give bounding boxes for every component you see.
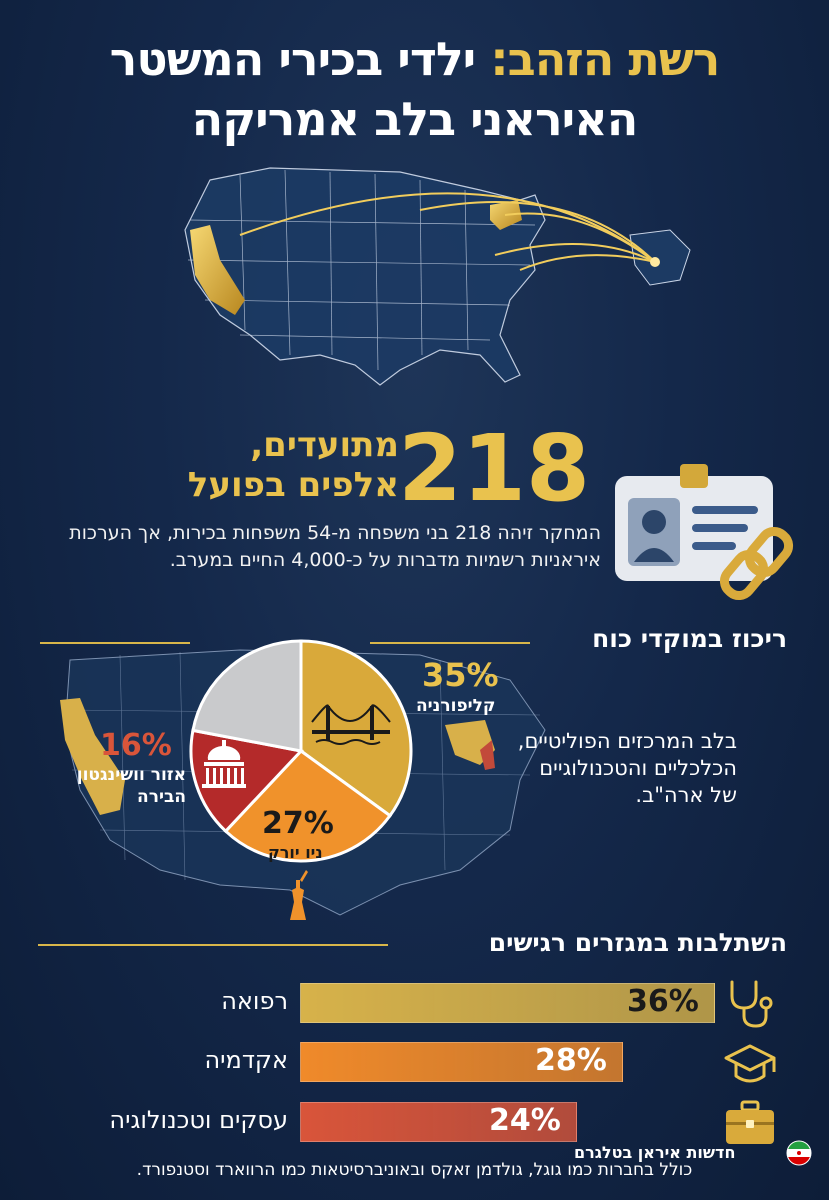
divider	[38, 944, 388, 946]
pie-slice-other	[191, 639, 303, 753]
briefcase-icon	[726, 1100, 774, 1144]
pie-value-newyork: 27%	[262, 806, 334, 841]
concentration-heading: ריכוז במוקדי כוח	[592, 624, 787, 653]
divider	[40, 642, 190, 644]
iran-flag-icon	[786, 1140, 812, 1166]
bar-value-business-tech: 24%	[489, 1103, 561, 1138]
pie-label-newyork: ניו יורק	[268, 843, 323, 862]
title-line-2: האיראני בלב אמריקה	[191, 92, 639, 146]
footer-note: כולל בחברות כמו גוגל, גולדמן זאקס ובאוני…	[136, 1160, 693, 1180]
documented-line-1: מתועדים,	[250, 425, 399, 465]
graduation-cap-icon	[724, 1044, 776, 1083]
bar-medicine	[300, 983, 715, 1023]
statue-of-liberty-icon	[290, 870, 308, 920]
pie-value-california: 35%	[422, 656, 499, 694]
bar-label-academia: אקדמיה	[204, 1046, 288, 1074]
pie-label-california: קליפורניה	[416, 696, 496, 716]
bar-business-tech	[300, 1102, 577, 1142]
id-badge-icon	[615, 464, 794, 601]
bar-value-academia: 28%	[535, 1043, 607, 1078]
title-line-1: רשת הזהב: ילדי בכירי המשטר	[0, 32, 829, 86]
bar-value-medicine: 36%	[627, 984, 699, 1019]
bar-label-business-tech: עסקים וטכנולוגיה	[109, 1106, 288, 1134]
pie-value-dc: 16%	[100, 728, 172, 763]
title-gold: רשת הזהב:	[490, 32, 720, 86]
brand-label: חדשות איראן בטלגרם	[574, 1143, 736, 1162]
sectors-heading: השתלבות במגזרים רגישים	[488, 928, 787, 957]
regional-pie-chart	[189, 639, 413, 863]
study-description: המחקר זיהה 218 בני משפחה מ-54 משפחות בכי…	[69, 522, 601, 571]
divider	[370, 642, 530, 644]
documented-line-2: אלפים בפועל	[187, 465, 399, 505]
pie-slice-newyork	[223, 749, 393, 863]
stethoscope-icon	[730, 980, 773, 1028]
title-white: ילדי בכירי המשטר	[109, 32, 477, 86]
pie-label-dc: אזור וושינגטון הבירה	[76, 765, 186, 807]
pie-slice-california	[299, 639, 413, 818]
capitol-icon	[202, 740, 246, 788]
bar-academia	[300, 1042, 623, 1082]
us-map-illustration	[184, 167, 691, 386]
documented-caption: מתועדים, אלפים בפועל	[188, 425, 399, 505]
bar-label-medicine: רפואה	[221, 987, 288, 1015]
bridge-icon	[311, 704, 391, 745]
hub-description: בלב המרכזים הפוליטיים, הכלכליים והטכנולו…	[517, 729, 737, 807]
documented-count: 218	[398, 415, 591, 522]
